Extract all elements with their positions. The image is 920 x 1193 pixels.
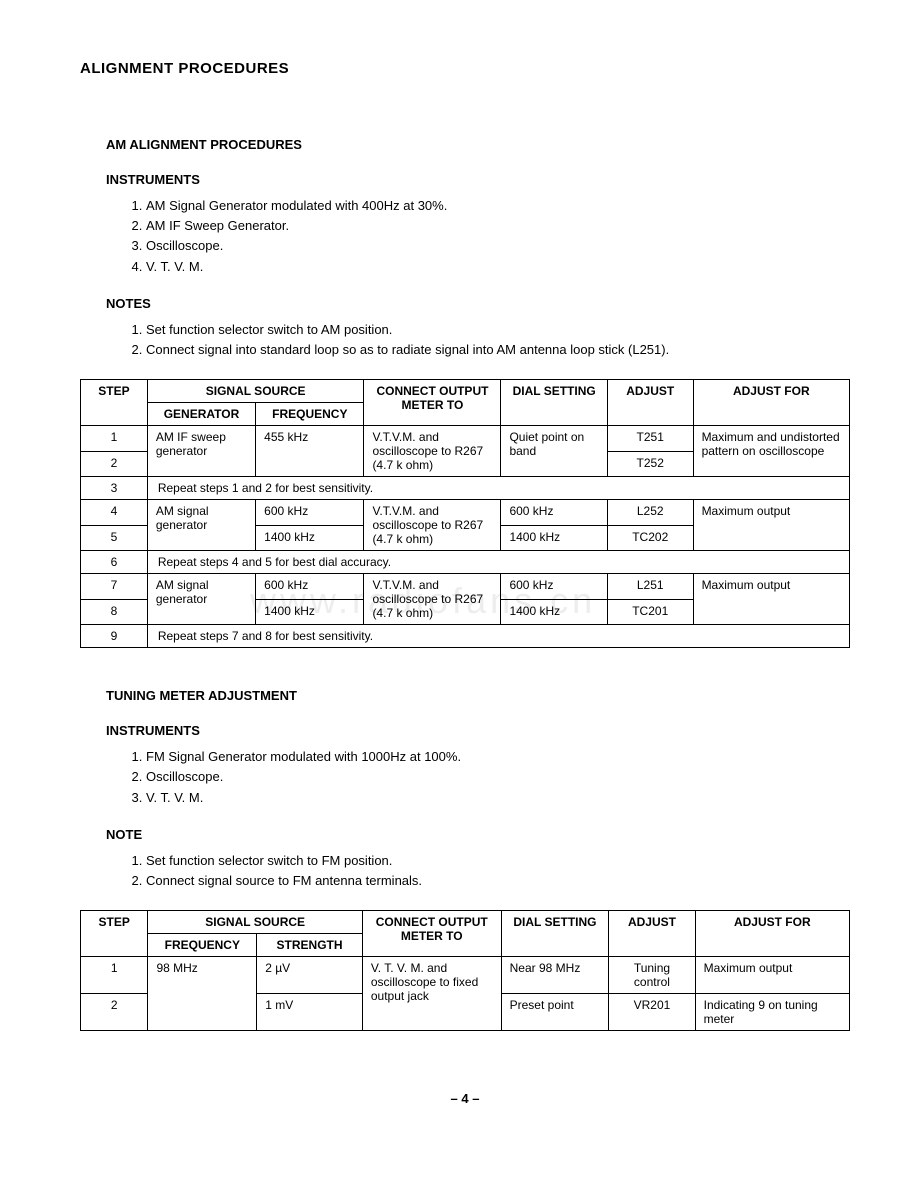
list-item: Set function selector switch to AM posit… — [146, 321, 850, 339]
th-frequency: FREQUENCY — [256, 403, 364, 426]
cell-freq: 1400 kHz — [256, 525, 364, 551]
cell-adjust: VR201 — [609, 994, 695, 1031]
cell-step: 3 — [81, 477, 148, 500]
am-alignment-table: STEP SIGNAL SOURCE CONNECT OUTPUT METER … — [80, 379, 850, 648]
cell-step: 1 — [81, 426, 148, 452]
cell-freq: 98 MHz — [148, 957, 257, 1031]
cell-step: 1 — [81, 957, 148, 994]
notes-label: NOTE — [80, 827, 850, 842]
cell-dial: 1400 kHz — [501, 525, 607, 551]
th-generator: GENERATOR — [147, 403, 255, 426]
cell-adjust: Tuning control — [609, 957, 695, 994]
cell-step: 6 — [81, 551, 148, 574]
cell-meter: V. T. V. M. and oscilloscope to fixed ou… — [362, 957, 501, 1031]
list-item: AM Signal Generator modulated with 400Hz… — [146, 197, 850, 215]
th-signal-source: SIGNAL SOURCE — [147, 380, 364, 403]
list-item: Oscilloscope. — [146, 768, 850, 786]
cell-adjust: TC201 — [607, 599, 693, 625]
th-strength: STRENGTH — [257, 934, 363, 957]
cell-step: 5 — [81, 525, 148, 551]
cell-strength: 1 mV — [257, 994, 363, 1031]
cell-for: Indicating 9 on tuning meter — [695, 994, 849, 1031]
cell-repeat: Repeat steps 7 and 8 for best sensitivit… — [147, 625, 849, 648]
instruments-label: INSTRUMENTS — [80, 172, 850, 187]
th-frequency: FREQUENCY — [148, 934, 257, 957]
cell-freq: 1400 kHz — [256, 599, 364, 625]
cell-freq: 600 kHz — [256, 574, 364, 600]
cell-step: 9 — [81, 625, 148, 648]
list-item: Set function selector switch to FM posit… — [146, 852, 850, 870]
table-row: 3 Repeat steps 1 and 2 for best sensitiv… — [81, 477, 850, 500]
page-number: – 4 – — [80, 1091, 850, 1106]
cell-for: Maximum output — [693, 500, 849, 551]
cell-dial: 600 kHz — [501, 500, 607, 526]
th-adjust-for: ADJUST FOR — [693, 380, 849, 426]
instruments-label: INSTRUMENTS — [80, 723, 850, 738]
page-title: ALIGNMENT PROCEDURES — [80, 60, 850, 77]
list-item: V. T. V. M. — [146, 258, 850, 276]
cell-for: Maximum output — [693, 574, 849, 625]
cell-step: 8 — [81, 599, 148, 625]
list-item: Connect signal into standard loop so as … — [146, 341, 850, 359]
cell-meter: V.T.V.M. and oscilloscope to R267 (4.7 k… — [364, 500, 501, 551]
table-row: 7 AM signal generator 600 kHz V.T.V.M. a… — [81, 574, 850, 600]
list-item: FM Signal Generator modulated with 1000H… — [146, 748, 850, 766]
table-row: 9 Repeat steps 7 and 8 for best sensitiv… — [81, 625, 850, 648]
instruments-list: FM Signal Generator modulated with 1000H… — [80, 748, 850, 807]
table-row: 6 Repeat steps 4 and 5 for best dial acc… — [81, 551, 850, 574]
table-row: 4 AM signal generator 600 kHz V.T.V.M. a… — [81, 500, 850, 526]
list-item: V. T. V. M. — [146, 789, 850, 807]
cell-freq: 455 kHz — [256, 426, 364, 477]
section-title-am: AM ALIGNMENT PROCEDURES — [80, 137, 850, 152]
th-dial: DIAL SETTING — [501, 911, 609, 957]
cell-adjust: L251 — [607, 574, 693, 600]
cell-gen: AM signal generator — [147, 500, 255, 551]
th-step: STEP — [81, 380, 148, 426]
cell-gen: AM signal generator — [147, 574, 255, 625]
cell-meter: V.T.V.M. and oscilloscope to R267 (4.7 k… — [364, 574, 501, 625]
tuning-meter-table: STEP SIGNAL SOURCE CONNECT OUTPUT METER … — [80, 910, 850, 1031]
cell-for: Maximum and undistorted pattern on oscil… — [693, 426, 849, 477]
notes-list: Set function selector switch to FM posit… — [80, 852, 850, 890]
cell-step: 4 — [81, 500, 148, 526]
cell-dial: Quiet point on band — [501, 426, 607, 477]
cell-gen: AM IF sweep generator — [147, 426, 255, 477]
cell-step: 2 — [81, 994, 148, 1031]
cell-step: 7 — [81, 574, 148, 600]
section-title-tuning: TUNING METER ADJUSTMENT — [80, 688, 850, 703]
cell-dial: Preset point — [501, 994, 609, 1031]
cell-repeat: Repeat steps 1 and 2 for best sensitivit… — [147, 477, 849, 500]
cell-for: Maximum output — [695, 957, 849, 994]
cell-repeat: Repeat steps 4 and 5 for best dial accur… — [147, 551, 849, 574]
cell-adjust: T251 — [607, 426, 693, 452]
list-item: Oscilloscope. — [146, 237, 850, 255]
th-adjust: ADJUST — [607, 380, 693, 426]
cell-dial: 600 kHz — [501, 574, 607, 600]
notes-list: Set function selector switch to AM posit… — [80, 321, 850, 359]
th-signal-source: SIGNAL SOURCE — [148, 911, 362, 934]
notes-label: NOTES — [80, 296, 850, 311]
list-item: AM IF Sweep Generator. — [146, 217, 850, 235]
th-adjust-for: ADJUST FOR — [695, 911, 849, 957]
cell-step: 2 — [81, 451, 148, 477]
cell-dial: Near 98 MHz — [501, 957, 609, 994]
page-content: ALIGNMENT PROCEDURES AM ALIGNMENT PROCED… — [80, 60, 850, 1106]
th-dial: DIAL SETTING — [501, 380, 607, 426]
cell-meter: V.T.V.M. and oscilloscope to R267 (4.7 k… — [364, 426, 501, 477]
cell-freq: 600 kHz — [256, 500, 364, 526]
th-adjust: ADJUST — [609, 911, 695, 957]
cell-adjust: T252 — [607, 451, 693, 477]
th-meter: CONNECT OUTPUT METER TO — [362, 911, 501, 957]
table-row: 1 AM IF sweep generator 455 kHz V.T.V.M.… — [81, 426, 850, 452]
list-item: Connect signal source to FM antenna term… — [146, 872, 850, 890]
table-row: 1 98 MHz 2 µV V. T. V. M. and oscillosco… — [81, 957, 850, 994]
instruments-list: AM Signal Generator modulated with 400Hz… — [80, 197, 850, 276]
cell-strength: 2 µV — [257, 957, 363, 994]
cell-adjust: L252 — [607, 500, 693, 526]
cell-dial: 1400 kHz — [501, 599, 607, 625]
cell-adjust: TC202 — [607, 525, 693, 551]
th-step: STEP — [81, 911, 148, 957]
th-meter: CONNECT OUTPUT METER TO — [364, 380, 501, 426]
